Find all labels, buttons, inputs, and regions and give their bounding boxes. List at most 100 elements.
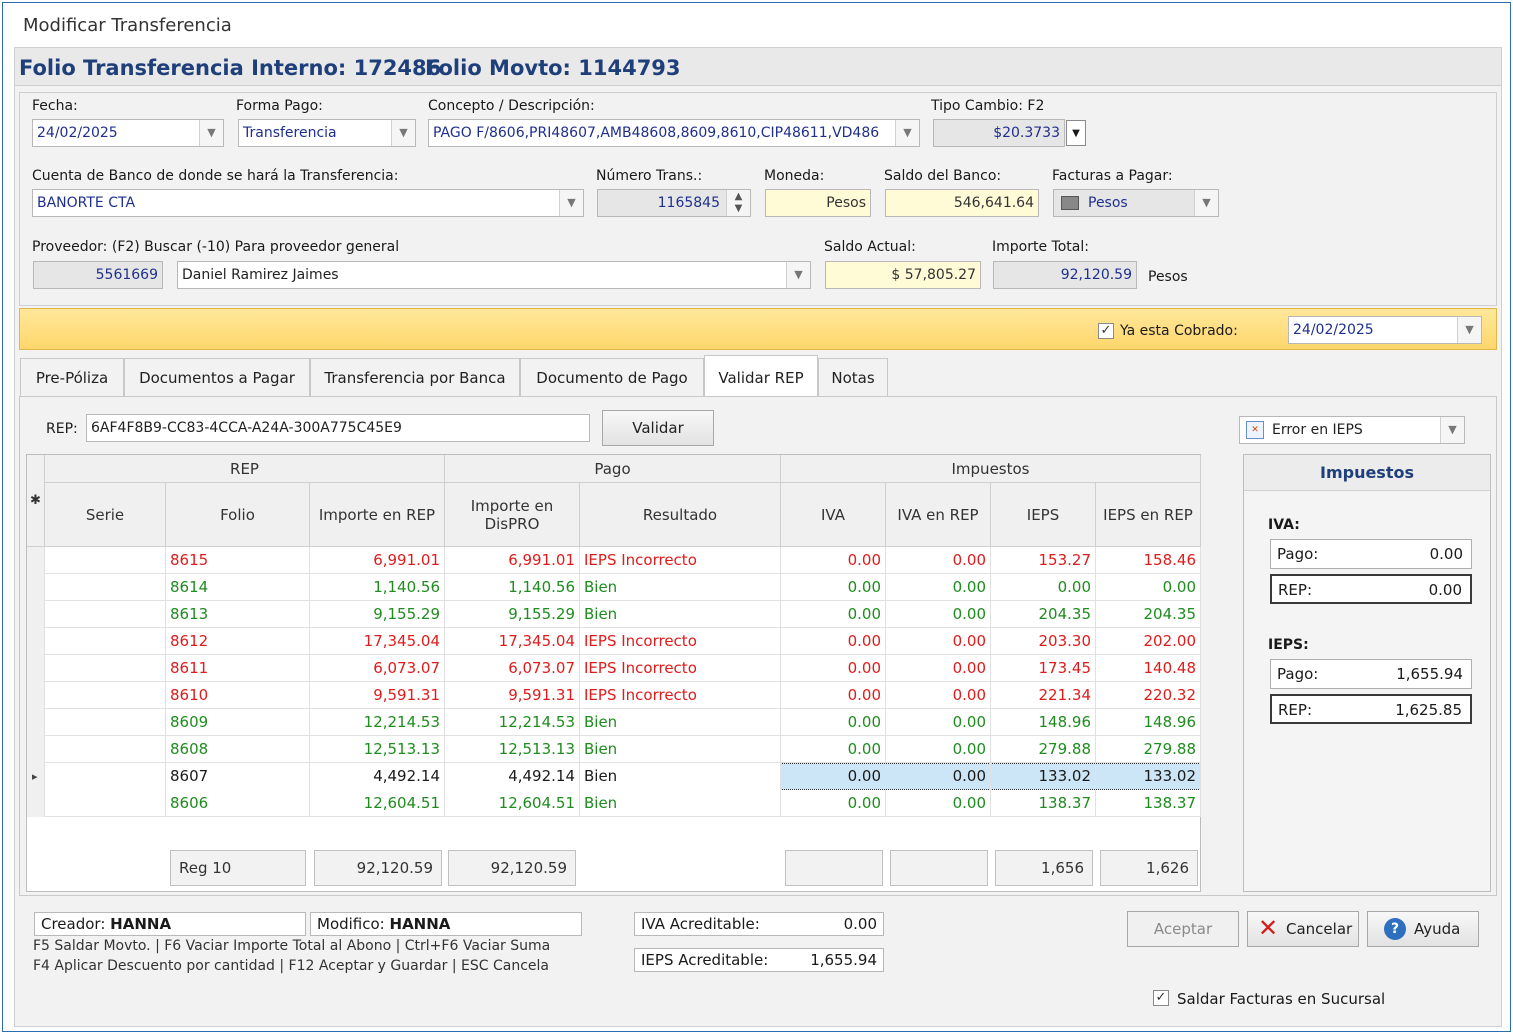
ieps-section-label: IEPS: bbox=[1268, 637, 1309, 653]
tipo-cambio-field[interactable]: $20.3733 bbox=[933, 119, 1065, 147]
chevron-down-icon[interactable]: ▼ bbox=[199, 120, 223, 146]
tab-documento-de-pago[interactable]: Documento de Pago bbox=[520, 358, 704, 396]
cell-serie bbox=[45, 547, 166, 574]
column-header-iva[interactable]: IVA bbox=[781, 483, 886, 547]
row-selector[interactable] bbox=[27, 574, 45, 601]
cell-ieps: 133.02 bbox=[991, 763, 1096, 790]
tab-documentos-a-pagar[interactable]: Documentos a Pagar bbox=[124, 358, 310, 396]
tab-transferencia-por-banca[interactable]: Transferencia por Banca bbox=[310, 358, 520, 396]
cell-ieps: 221.34 bbox=[991, 682, 1096, 709]
column-header-serie[interactable]: Serie bbox=[45, 483, 166, 547]
folio-interno: Folio Transferencia Interno: 172486 bbox=[19, 56, 442, 80]
cell-serie bbox=[45, 709, 166, 736]
chevron-down-icon[interactable]: ▼ bbox=[786, 262, 810, 288]
row-pointer-icon[interactable]: ▸ bbox=[27, 763, 45, 790]
rep-uuid-input[interactable]: 6AF4F8B9-CC83-4CCA-A24A-300A775C45E9 bbox=[86, 414, 590, 442]
close-icon: ✕ bbox=[1258, 914, 1279, 942]
chevron-down-icon[interactable]: ▼ bbox=[1440, 417, 1464, 443]
chevron-down-icon[interactable]: ▼ bbox=[1194, 190, 1218, 216]
proveedor-nombre-select[interactable]: Daniel Ramirez Jaimes ▼ bbox=[177, 261, 811, 289]
ayuda-button[interactable]: ? Ayuda bbox=[1367, 911, 1479, 947]
cancelar-button[interactable]: ✕ Cancelar bbox=[1247, 911, 1359, 947]
row-selector[interactable] bbox=[27, 547, 45, 574]
table-row[interactable]: 8613 9,155.29 9,155.29 Bien 0.00 0.00 204.35 20… bbox=[27, 601, 1201, 628]
validar-button[interactable]: Validar bbox=[602, 410, 714, 446]
fecha-field[interactable]: 24/02/2025 ▼ bbox=[32, 119, 224, 147]
proveedor-nombre-value: Daniel Ramirez Jaimes bbox=[182, 267, 339, 283]
row-selector[interactable] bbox=[27, 736, 45, 763]
cobrado-fecha-field[interactable]: 24/02/2025 ▼ bbox=[1288, 316, 1482, 344]
importe-total-field[interactable]: 92,120.59 bbox=[993, 261, 1137, 289]
table-row[interactable]: 8610 9,591.31 9,591.31 IEPS Incorrecto 0.00 0… bbox=[27, 682, 1201, 709]
aceptar-button[interactable]: Aceptar bbox=[1127, 911, 1239, 947]
ieps-rep-label: REP: bbox=[1278, 701, 1312, 719]
facturas-select[interactable]: Pesos ▼ bbox=[1053, 189, 1219, 217]
column-header-importe-rep[interactable]: Importe en REP bbox=[310, 483, 445, 547]
cell-ieps: 138.37 bbox=[991, 790, 1096, 817]
column-header-importe-dispro[interactable]: Importe en DisPRO bbox=[445, 483, 580, 547]
iva-pago-label: Pago: bbox=[1277, 545, 1319, 563]
table-row[interactable]: 8608 12,513.13 12,513.13 Bien 0.00 0.00 279.88… bbox=[27, 736, 1201, 763]
cell-folio: 8609 bbox=[166, 709, 310, 736]
num-trans-label: Número Trans.: bbox=[596, 168, 703, 184]
proveedor-id-field[interactable]: 5561669 bbox=[33, 261, 163, 289]
cell-imp-rep: 12,513.13 bbox=[310, 736, 445, 763]
forma-pago-select[interactable]: Transferencia ▼ bbox=[238, 119, 416, 147]
cell-imp-rep: 6,073.07 bbox=[310, 655, 445, 682]
iva-pago-value: 0.00 bbox=[1429, 545, 1463, 563]
chevron-down-icon[interactable]: ▼ bbox=[559, 190, 583, 216]
cell-resultado: Bien bbox=[580, 790, 781, 817]
chevron-down-icon[interactable]: ▼ bbox=[895, 120, 919, 146]
row-selector[interactable] bbox=[27, 628, 45, 655]
table-row[interactable]: 8615 6,991.01 6,991.01 IEPS Incorrecto 0.00 0… bbox=[27, 547, 1201, 574]
table-row[interactable]: 8609 12,214.53 12,214.53 Bien 0.00 0.00 148.96… bbox=[27, 709, 1201, 736]
saldo-banco-label: Saldo del Banco: bbox=[884, 168, 1002, 184]
ieps-acreditable-value: 1,655.94 bbox=[810, 951, 877, 969]
row-selector[interactable] bbox=[27, 790, 45, 817]
row-selector[interactable] bbox=[27, 601, 45, 628]
group-header-rep: REP bbox=[45, 455, 445, 483]
saldar-checkbox[interactable]: ✓ bbox=[1153, 990, 1169, 1006]
table-row[interactable]: 8611 6,073.07 6,073.07 IEPS Incorrecto 0.00 0… bbox=[27, 655, 1201, 682]
tab-notas[interactable]: Notas bbox=[818, 358, 888, 396]
chevron-down-icon[interactable]: ▼ bbox=[391, 120, 415, 146]
table-row[interactable]: ▸ 8607 4,492.14 4,492.14 Bien 0.00 0.00 133.02 1… bbox=[27, 763, 1201, 790]
group-header-impuestos: Impuestos bbox=[781, 455, 1201, 483]
row-selector[interactable] bbox=[27, 709, 45, 736]
currency-icon bbox=[1061, 196, 1079, 210]
cell-folio: 8613 bbox=[166, 601, 310, 628]
folio-movto: Folio Movto: 1144793 bbox=[425, 56, 681, 80]
column-header-ieps[interactable]: IEPS bbox=[991, 483, 1096, 547]
chevron-down-icon[interactable]: ▼ bbox=[1457, 317, 1481, 343]
cuenta-select[interactable]: BANORTE CTA ▼ bbox=[32, 189, 584, 217]
creador-value: HANNA bbox=[110, 915, 172, 933]
cell-imp-rep: 9,591.31 bbox=[310, 682, 445, 709]
table-row[interactable]: 8606 12,604.51 12,604.51 Bien 0.00 0.00 138.37… bbox=[27, 790, 1201, 817]
row-selector[interactable] bbox=[27, 682, 45, 709]
cell-iva: 0.00 bbox=[781, 790, 886, 817]
cell-ieps-rep: 204.35 bbox=[1096, 601, 1201, 628]
concepto-field[interactable]: PAGO F/8606,PRI48607,AMB48608,8609,8610,… bbox=[428, 119, 920, 147]
num-trans-stepper[interactable]: 1165845 ▲ ▼ bbox=[597, 189, 751, 217]
filtro-select[interactable]: ✕ Error en IEPS ▼ bbox=[1239, 416, 1465, 444]
cell-iva-rep: 0.00 bbox=[886, 763, 991, 790]
table-row[interactable]: 8612 17,345.04 17,345.04 IEPS Incorrecto 0.0… bbox=[27, 628, 1201, 655]
cell-imp-rep: 1,140.56 bbox=[310, 574, 445, 601]
column-header-resultado[interactable]: Resultado bbox=[580, 483, 781, 547]
cobrado-checkbox[interactable]: ✓ bbox=[1098, 323, 1114, 339]
cell-iva: 0.00 bbox=[781, 763, 886, 790]
column-header-iva-rep[interactable]: IVA en REP bbox=[886, 483, 991, 547]
cancelar-label: Cancelar bbox=[1286, 920, 1353, 938]
tab-pre-poliza[interactable]: Pre-Póliza bbox=[20, 358, 124, 396]
column-header-folio[interactable]: Folio bbox=[166, 483, 310, 547]
column-header-ieps-rep[interactable]: IEPS en REP bbox=[1096, 483, 1201, 547]
concepto-label: Concepto / Descripción: bbox=[428, 98, 595, 114]
chevron-down-icon[interactable]: ▼ bbox=[1066, 120, 1086, 146]
folio-bar: Folio Transferencia Interno: 172486 Foli… bbox=[15, 48, 1501, 86]
cell-iva: 0.00 bbox=[781, 682, 886, 709]
stepper-arrows-icon[interactable]: ▲ ▼ bbox=[726, 190, 750, 216]
tab-validar-rep[interactable]: Validar REP bbox=[704, 355, 818, 397]
table-row[interactable]: 8614 1,140.56 1,140.56 Bien 0.00 0.00 0.00 0.00 bbox=[27, 574, 1201, 601]
row-selector[interactable] bbox=[27, 655, 45, 682]
